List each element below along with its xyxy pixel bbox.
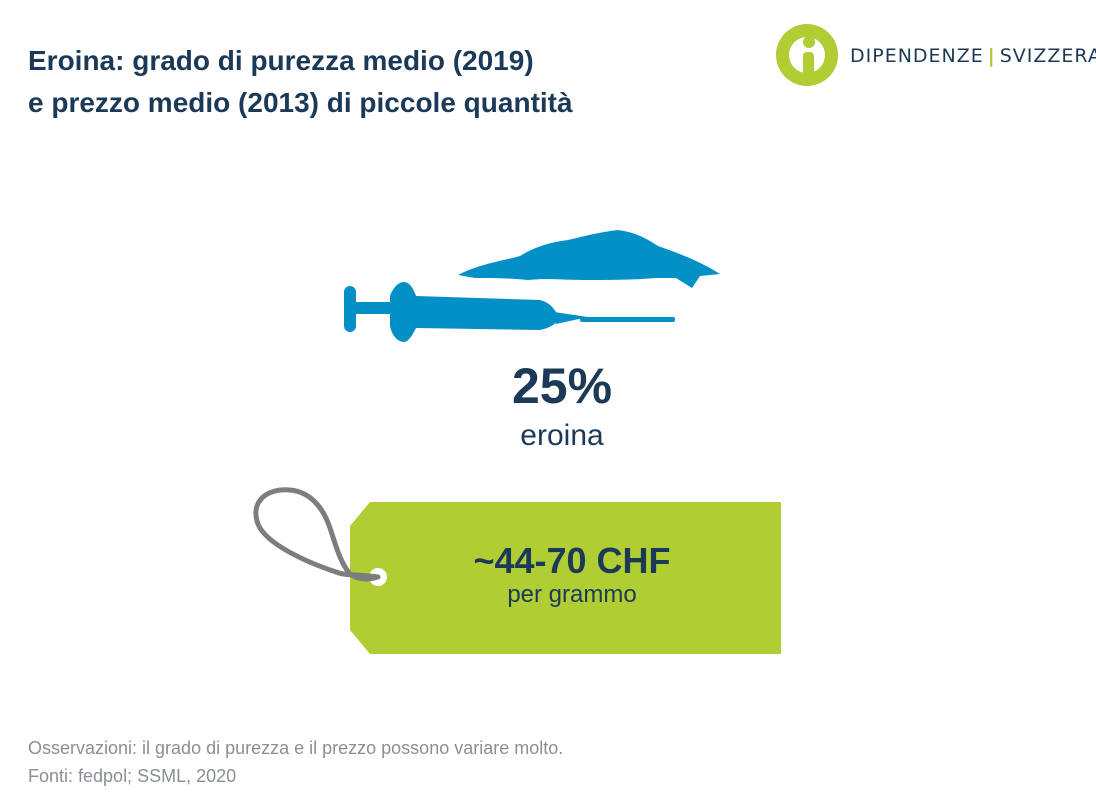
price-value: ~44-70 CHF [473,540,671,581]
purity-value: 25% [511,358,613,414]
logo-wordmark: DIPENDENZE | SVIZZERA [850,45,1096,67]
price-tag-icon [253,487,781,654]
purity-label: eroina [520,419,604,452]
title-line-2: e prezzo medio (2013) di piccole quantit… [28,87,573,118]
powder-heap-icon [458,230,720,288]
logo: DIPENDENZE | SVIZZERA [776,22,1096,92]
info-person-icon [776,24,838,86]
tag-string [253,487,381,582]
syringe-illustration [344,230,720,342]
footnotes: Osservazioni: il grado di purezza e il p… [28,734,563,790]
logo-name-left: DIPENDENZE [850,45,984,67]
logo-name-right: SVIZZERA [999,45,1096,67]
logo-separator: | [987,45,996,67]
page-title: Eroina: grado di purezza medio (2019) e … [28,40,748,124]
syringe-icon [344,282,675,342]
price-unit: per grammo [507,581,637,608]
footnote-note: Osservazioni: il grado di purezza e il p… [28,738,564,758]
footnote-sources: Fonti: fedpol; SSML, 2020 [28,766,237,786]
title-line-1: Eroina: grado di purezza medio (2019) [28,45,534,76]
tag-body [350,502,781,654]
